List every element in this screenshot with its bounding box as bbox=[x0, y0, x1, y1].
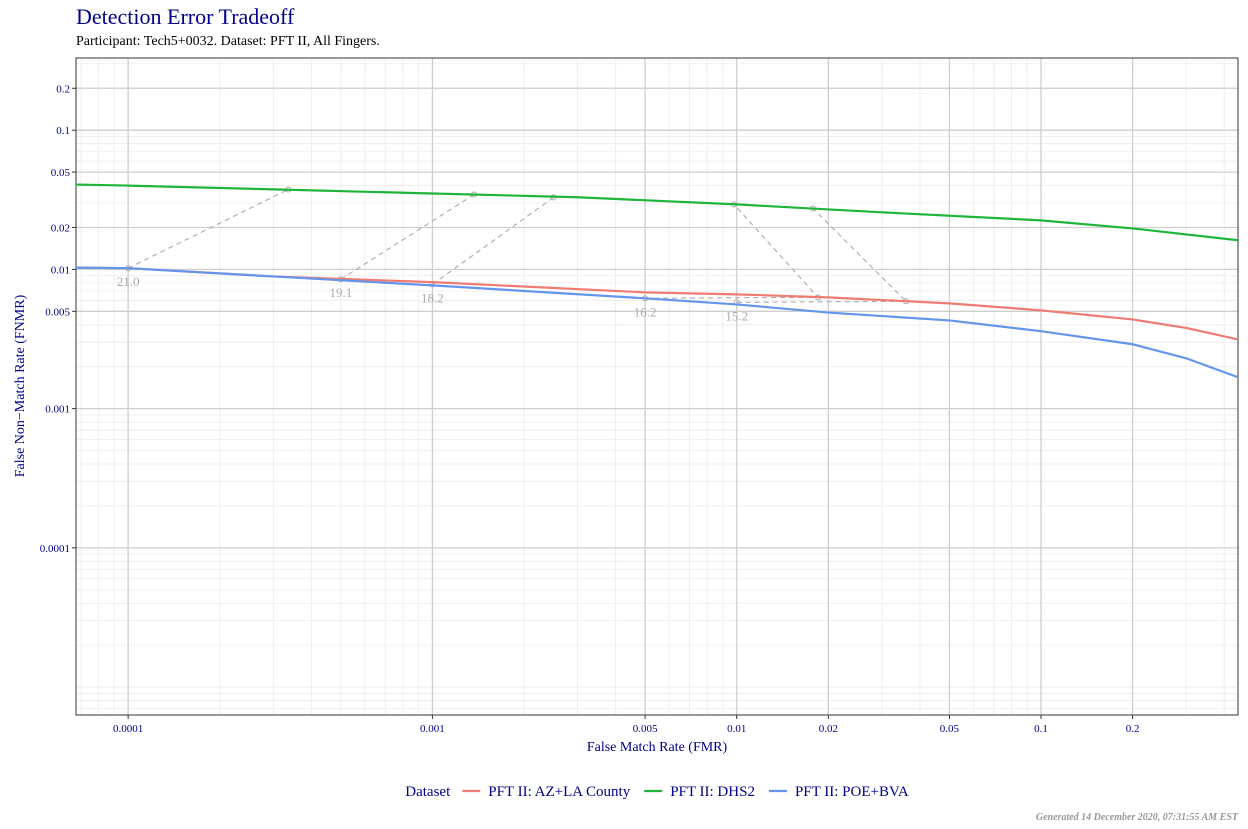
x-tick-label: 0.02 bbox=[819, 723, 838, 735]
x-tick-label: 0.0001 bbox=[113, 723, 143, 735]
y-tick-label: 0.1 bbox=[56, 125, 70, 137]
threshold-line bbox=[340, 194, 475, 280]
grid bbox=[76, 58, 1238, 715]
x-tick-label: 0.005 bbox=[633, 723, 658, 735]
legend-label: PFT II: AZ+LA County bbox=[488, 784, 630, 800]
legend-label: PFT II: DHS2 bbox=[670, 784, 755, 800]
series-line bbox=[75, 266, 1239, 341]
threshold-line bbox=[432, 196, 554, 285]
threshold-label: 15.2 bbox=[725, 308, 748, 323]
legend-title: Dataset bbox=[405, 784, 451, 800]
threshold-label: 16.2 bbox=[634, 304, 657, 319]
series-line bbox=[75, 183, 1239, 242]
threshold-label: 21.0 bbox=[117, 274, 140, 289]
x-tick-label: 0.1 bbox=[1034, 723, 1048, 735]
plot-border bbox=[75, 57, 1239, 716]
threshold-label: 19.1 bbox=[329, 285, 352, 300]
y-tick-label: 0.2 bbox=[56, 83, 70, 95]
y-tick-label: 0.001 bbox=[45, 404, 70, 416]
series-line bbox=[75, 266, 1239, 379]
y-tick-label: 0.0001 bbox=[40, 543, 70, 555]
threshold-label: 18.2 bbox=[421, 290, 444, 305]
threshold-line bbox=[127, 188, 289, 269]
y-tick-label: 0.02 bbox=[51, 222, 70, 234]
y-tick-label: 0.01 bbox=[51, 264, 70, 276]
y-axis-label: False Non−Match Rate (FNMR) bbox=[13, 294, 28, 477]
chart-subtitle: Participant: Tech5+0032. Dataset: PFT II… bbox=[76, 34, 380, 49]
x-tick-label: 0.001 bbox=[420, 723, 445, 735]
chart-title: Detection Error Tradeoff bbox=[76, 4, 295, 29]
threshold-line bbox=[645, 204, 820, 299]
y-tick-label: 0.005 bbox=[45, 306, 70, 318]
x-axis-label: False Match Rate (FMR) bbox=[587, 740, 728, 755]
x-tick-label: 0.2 bbox=[1126, 723, 1140, 735]
x-tick-label: 0.01 bbox=[727, 723, 746, 735]
legend: Dataset PFT II: AZ+LA County PFT II: DHS2 P… bbox=[405, 784, 909, 800]
legend-label: PFT II: POE+BVA bbox=[795, 784, 909, 800]
y-tick-label: 0.05 bbox=[51, 167, 71, 179]
footer: Generated 14 December 2020, 07:31:55 AM … bbox=[1036, 812, 1239, 823]
threshold-line bbox=[736, 208, 908, 303]
x-tick-label: 0.05 bbox=[940, 723, 960, 735]
